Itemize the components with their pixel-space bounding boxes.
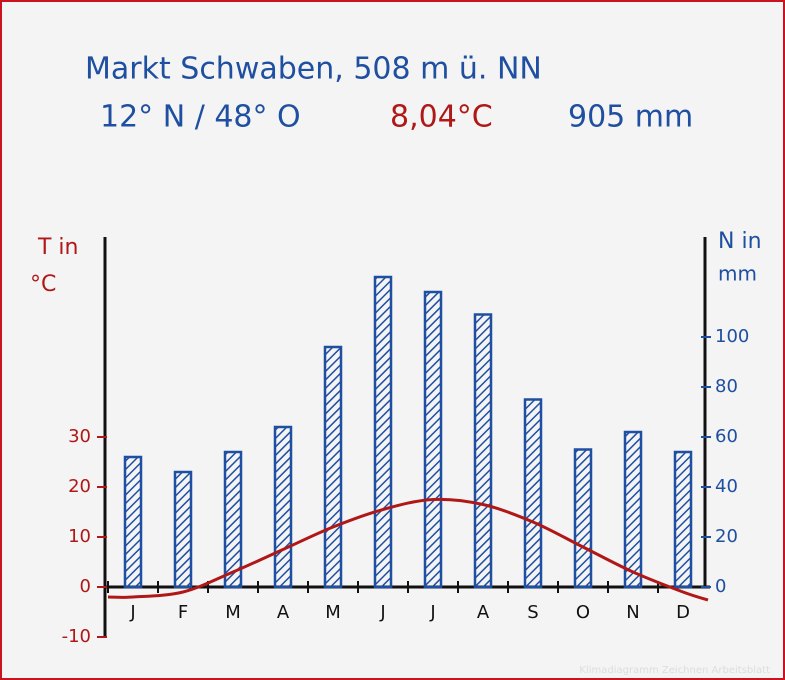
x-tick-label: F <box>178 602 188 623</box>
bar <box>673 450 693 589</box>
y2-tick-label: 40 <box>715 476 738 497</box>
bar <box>123 455 143 589</box>
annotation: 8,04°C <box>390 100 493 135</box>
bar <box>623 430 643 589</box>
x-tick-label: S <box>527 602 538 623</box>
y2-tick-label: 100 <box>715 326 749 347</box>
temperature-line <box>107 497 709 602</box>
bar <box>523 398 543 589</box>
y2-tick-label: 0 <box>715 576 726 597</box>
bar <box>173 470 193 589</box>
x-tick-label: A <box>277 602 290 623</box>
chart-title: Markt Schwaben, 508 m ü. NN <box>85 52 542 87</box>
x-tick-label: J <box>429 602 435 623</box>
bar <box>373 275 393 589</box>
y2-axis-label: N in <box>718 229 762 254</box>
x-tick-label: M <box>325 602 341 623</box>
x-tick-label: N <box>626 602 639 623</box>
x-tick-label: M <box>225 602 241 623</box>
y2-tick-label: 20 <box>715 526 738 547</box>
bar <box>273 425 293 589</box>
watermark: Klimadiagramm Zeichnen Arbeitsblatt <box>579 665 770 676</box>
annotation: 905 mm <box>568 100 693 135</box>
y2-tick-label: 60 <box>715 426 738 447</box>
y2-axis-label: mm <box>718 262 757 286</box>
bar <box>473 313 493 589</box>
y-tick-label: 0 <box>80 576 91 597</box>
y-tick-label: 30 <box>68 426 91 447</box>
y-axis-label: °C <box>30 272 56 297</box>
bar <box>573 448 593 589</box>
bar <box>223 450 243 589</box>
bar <box>423 290 443 589</box>
x-tick-label: D <box>676 602 690 623</box>
y-tick-label: 10 <box>68 526 91 547</box>
x-tick-label: O <box>576 602 590 623</box>
y-tick-label: -10 <box>62 626 91 647</box>
chart-subtitle: 12° N / 48° O <box>100 100 301 135</box>
y-tick-label: 20 <box>68 476 91 497</box>
y2-tick-label: 80 <box>715 376 738 397</box>
x-tick-label: J <box>379 602 385 623</box>
bar <box>323 345 343 589</box>
x-tick-label: A <box>477 602 490 623</box>
x-tick-label: J <box>129 602 135 623</box>
y-axis-label: T in <box>37 235 79 260</box>
